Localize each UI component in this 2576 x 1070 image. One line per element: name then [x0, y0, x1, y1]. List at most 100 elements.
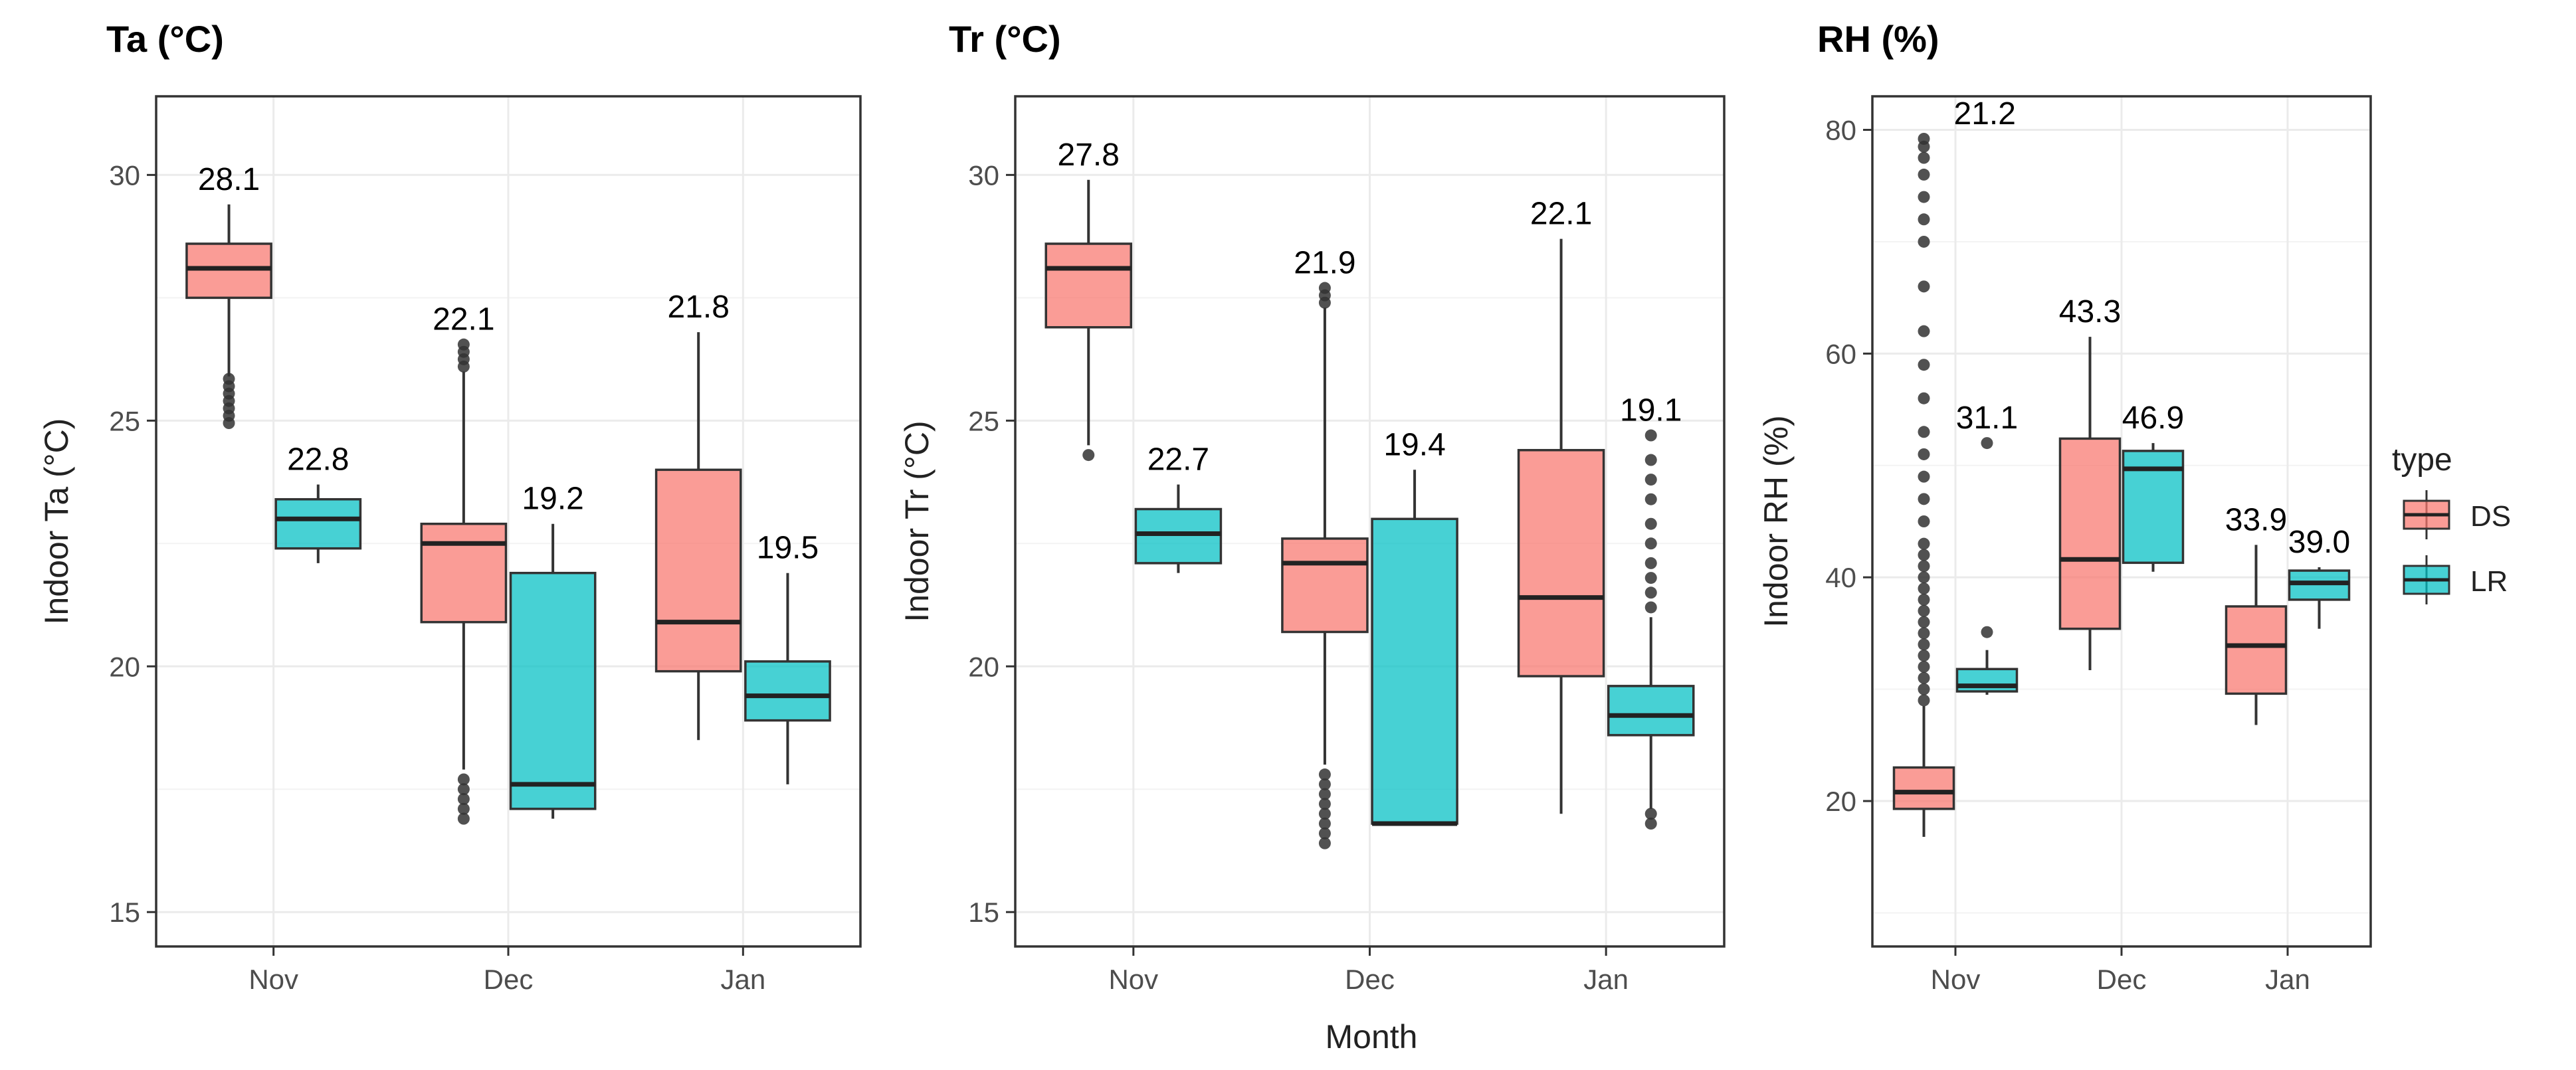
data-label: 21.8 — [667, 290, 729, 325]
data-label: 19.1 — [1620, 393, 1682, 428]
y-tick-label: 20 — [1825, 786, 1856, 817]
outlier-point — [1918, 168, 1930, 181]
outlier-point — [1918, 582, 1930, 595]
outlier-point — [1981, 437, 1993, 450]
outlier-point — [1644, 493, 1657, 505]
outlier-point — [457, 812, 470, 825]
y-tick-label: 60 — [1825, 338, 1856, 369]
outlier-point — [1644, 454, 1657, 466]
outlier-point — [1644, 517, 1657, 530]
y-tick-label: 80 — [1825, 115, 1856, 146]
outlier-point — [1918, 650, 1930, 662]
legend: type DS LR — [2392, 442, 2511, 604]
legend-key-DS: DS — [2403, 490, 2511, 539]
outlier-point — [1318, 827, 1331, 840]
x-tick-label: Dec — [484, 964, 534, 995]
box-body — [1371, 517, 1458, 825]
outlier-point — [1918, 683, 1930, 695]
outlier-point — [1918, 392, 1930, 404]
box-DS-Dec: 43.3 — [2058, 294, 2122, 670]
panel-3: 21.2 43.3 33.9 31.1 46.9 39.0 20 40 60 80 Nov Dec Ja… — [1757, 18, 2372, 995]
y-tick-label: 40 — [1825, 562, 1856, 593]
outlier-point — [1644, 537, 1657, 550]
y-tick-label: 30 — [968, 159, 999, 191]
outlier-point — [1918, 470, 1930, 483]
box-body — [744, 660, 831, 722]
outlier-point — [1918, 560, 1930, 573]
box-LR-Dec: 46.9 — [2122, 401, 2185, 572]
data-label: 27.8 — [1058, 137, 1120, 173]
y-tick-label: 25 — [109, 405, 140, 436]
data-label: 31.1 — [1956, 401, 2018, 436]
outlier-point — [1644, 429, 1657, 442]
outlier-point — [457, 773, 470, 786]
box-body — [2225, 605, 2288, 695]
outlier-point — [1918, 493, 1930, 505]
box-LR-Nov: 22.7 — [1134, 442, 1223, 573]
data-label: 21.9 — [1294, 246, 1355, 281]
box-body — [2058, 437, 2122, 630]
outlier-point — [223, 417, 235, 430]
x-tick-label: Nov — [1931, 964, 1981, 995]
outlier-point — [1644, 808, 1657, 820]
outlier-point — [1644, 557, 1657, 569]
y-tick-label: 25 — [968, 405, 999, 436]
data-label: 22.1 — [1530, 197, 1592, 232]
y-tick-label: 15 — [968, 897, 999, 928]
outlier-point — [1918, 515, 1930, 527]
x-tick-label: Jan — [720, 964, 765, 995]
data-label: 43.3 — [2059, 294, 2121, 329]
box-DS-Dec: 21.9 — [1281, 246, 1369, 849]
x-tick-label: Nov — [248, 964, 298, 995]
outlier-point — [1918, 638, 1930, 651]
box-body — [654, 468, 742, 673]
outlier-point — [1918, 426, 1930, 438]
outlier-point — [1918, 593, 1930, 606]
outlier-point — [1918, 549, 1930, 561]
outlier-point — [1918, 133, 1930, 145]
outlier-point — [1644, 601, 1657, 614]
outlier-point — [1918, 213, 1930, 226]
outlier-point — [1318, 798, 1331, 810]
outlier-point — [1918, 571, 1930, 584]
outlier-point — [1644, 818, 1657, 830]
outlier-point — [1318, 837, 1331, 849]
box-body — [1134, 507, 1223, 565]
x-tick-label: Dec — [2097, 964, 2147, 995]
y-tick-label: 20 — [968, 651, 999, 682]
outlier-point — [1918, 616, 1930, 628]
outlier-point — [1918, 191, 1930, 203]
data-label: 19.2 — [522, 482, 583, 517]
outlier-point — [1918, 671, 1930, 684]
box-DS-Dec: 22.1 — [420, 302, 508, 825]
box-LR-Dec: 19.2 — [509, 482, 597, 819]
outlier-point — [457, 338, 470, 351]
box-DS-Jan: 33.9 — [2225, 502, 2288, 725]
data-label: 19.5 — [757, 531, 819, 566]
box-body — [420, 522, 508, 624]
data-label: 28.1 — [198, 162, 260, 197]
data-label: 33.9 — [2225, 502, 2287, 537]
outlier-point — [1918, 235, 1930, 248]
outlier-point — [457, 802, 470, 815]
x-tick-label: Nov — [1108, 964, 1158, 995]
x-tick-label: Dec — [1345, 964, 1395, 995]
data-label: 21.2 — [1954, 96, 2016, 132]
box-body — [1607, 685, 1695, 737]
box-DS-Nov: 21.2 — [1892, 96, 2016, 837]
box-LR-Jan: 19.1 — [1607, 393, 1695, 830]
data-label: 22.8 — [287, 442, 349, 478]
outlier-point — [1981, 626, 1993, 638]
box-LR-Jan: 39.0 — [2288, 525, 2351, 629]
box-body — [1517, 448, 1605, 677]
legend-label: DS — [2470, 500, 2511, 533]
outlier-point — [1644, 572, 1657, 584]
outlier-point — [1318, 768, 1331, 781]
box-LR-Nov: 31.1 — [1955, 401, 2019, 695]
box-DS-Jan: 22.1 — [1517, 197, 1605, 814]
data-label: 22.7 — [1147, 442, 1209, 478]
y-axis-label: Indoor Tr (°C) — [898, 420, 936, 622]
box-LR-Dec: 19.4 — [1371, 427, 1458, 826]
outlier-point — [1918, 660, 1930, 673]
outlier-point — [1918, 325, 1930, 337]
